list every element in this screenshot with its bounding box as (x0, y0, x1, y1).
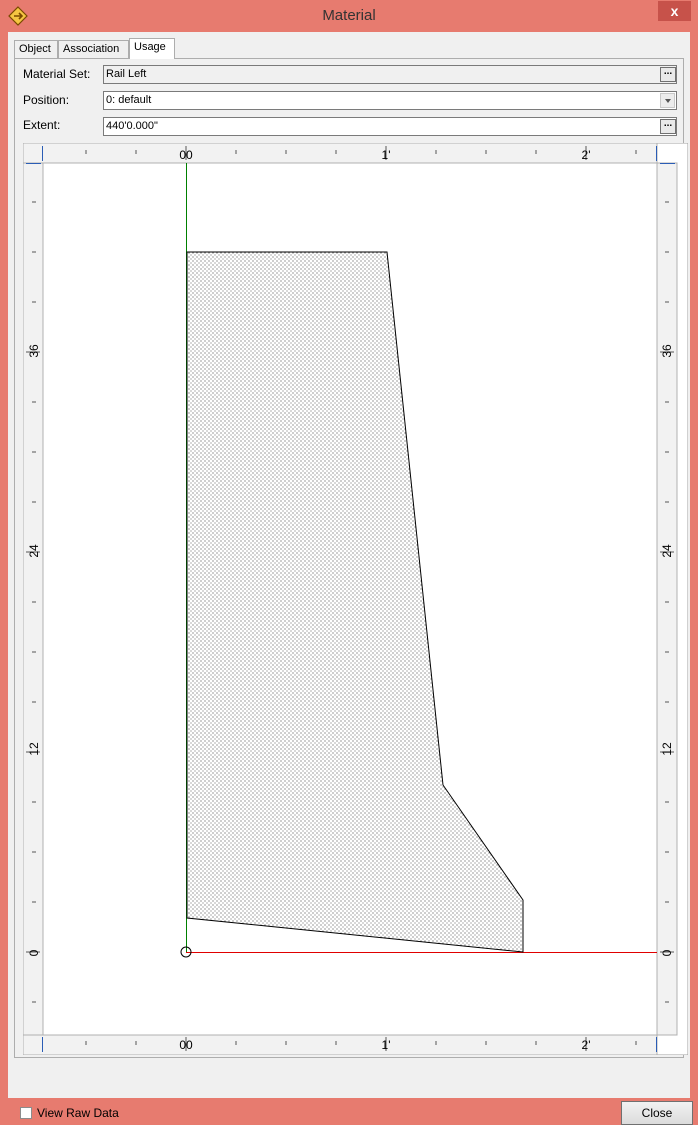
left-ruler-label: 36 (27, 344, 41, 358)
material-set-label: Material Set: (23, 67, 91, 81)
material-set-field[interactable]: Rail Left (103, 65, 677, 84)
extent-browse-button[interactable]: ... (660, 119, 676, 134)
view-raw-data-checkbox[interactable] (20, 1107, 32, 1119)
section-drawing[interactable]: 00 1' 2' 00 1' 2' 36 24 12 0 36 24 12 0 (23, 143, 688, 1055)
tab-object[interactable]: Object (14, 40, 58, 58)
origin-marker[interactable] (180, 946, 192, 958)
right-ruler-label: 0 (660, 949, 674, 956)
extent-field[interactable]: 440'0.000" (103, 117, 677, 136)
bottom-ruler-label: 00 (179, 1038, 193, 1052)
bottom-ruler-label: 1' (382, 1038, 391, 1052)
extent-label: Extent: (23, 118, 61, 132)
tab-association[interactable]: Association (58, 40, 129, 58)
view-raw-data-label: View Raw Data (37, 1106, 119, 1120)
chevron-down-icon[interactable] (660, 93, 675, 108)
app-diamond-icon (8, 6, 28, 26)
left-ruler-label: 24 (27, 544, 41, 558)
top-ruler (23, 143, 658, 164)
right-ruler-label: 36 (660, 344, 674, 358)
bottom-ruler (23, 1034, 658, 1055)
top-ruler-label: 2' (582, 148, 591, 162)
close-button[interactable]: Close (621, 1101, 693, 1125)
window-close-button[interactable]: x (658, 1, 691, 21)
position-select[interactable]: 0: default (103, 91, 677, 110)
rail-section-shape[interactable] (186, 251, 524, 953)
left-ruler-label: 12 (27, 742, 41, 756)
right-ruler-label: 24 (660, 544, 674, 558)
title-bar: Material x (0, 0, 698, 32)
left-ruler-label: 0 (27, 949, 41, 956)
bottom-ruler-label: 2' (582, 1038, 591, 1052)
ruler-ticks (26, 146, 675, 1052)
top-ruler-label: 1' (382, 148, 391, 162)
right-ruler-label: 12 (660, 742, 674, 756)
top-ruler-label: 00 (179, 148, 193, 162)
position-label: Position: (23, 93, 70, 107)
window-title: Material (322, 7, 376, 24)
material-set-browse-button[interactable]: ... (660, 67, 676, 82)
right-ruler (656, 162, 678, 1036)
tab-usage[interactable]: Usage (129, 38, 175, 59)
left-ruler (23, 162, 44, 1036)
